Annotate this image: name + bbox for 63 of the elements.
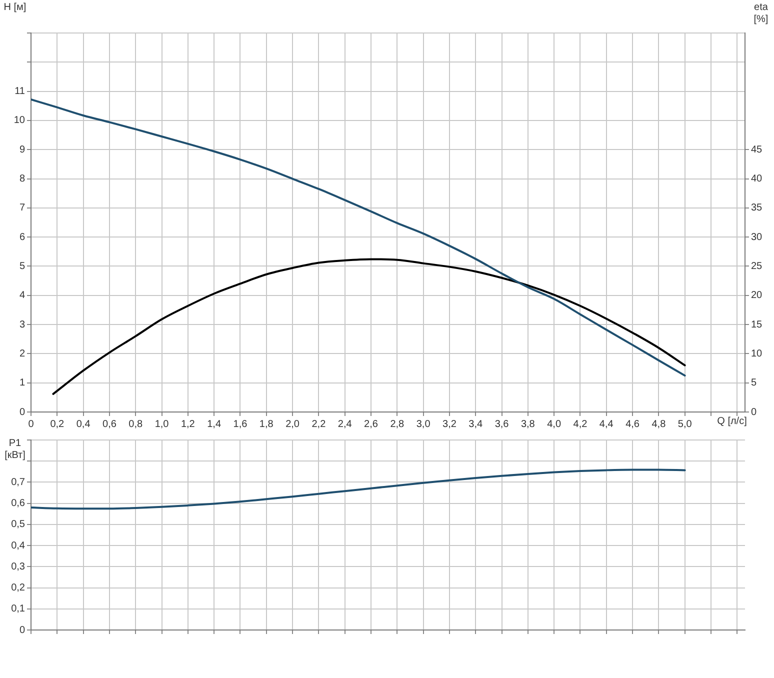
line-series (52, 258, 686, 395)
y2-tick-label: 35 (751, 202, 763, 214)
y2-tick-label: 40 (751, 174, 763, 185)
y-tick-label: 0 (19, 406, 26, 418)
x-tick-label: 4,6 (626, 418, 640, 430)
x-tick-label: 0,2 (50, 418, 65, 430)
y-tick-label: 11 (14, 86, 26, 98)
y-tick-label: 6 (19, 232, 26, 243)
y2-tick-label: 25 (751, 260, 763, 272)
x-tick-label: 1,6 (233, 418, 248, 430)
y-tick-label: 4 (19, 290, 26, 302)
y-tick-label: 0 (19, 624, 26, 636)
x-tick-label: 4,0 (547, 418, 562, 430)
y-tick-label: 8 (19, 174, 26, 185)
x-tick-label: 4,4 (599, 418, 614, 430)
y-tick-label: 5 (19, 260, 26, 272)
y-tick-label: 0,3 (11, 561, 26, 572)
y-tick-label: 10 (14, 115, 26, 126)
x-axis-title: Q [л/с] (717, 416, 747, 428)
x-tick-label: 2,6 (364, 418, 378, 430)
x-tick-label: 3,8 (520, 418, 536, 430)
line-series (31, 98, 686, 377)
x-tick-label: 0 (28, 418, 34, 430)
y-tick-label: 1 (19, 378, 26, 389)
y-tick-label: 0,4 (11, 540, 26, 552)
y-tick-label: 3 (19, 319, 26, 330)
x-tick-label: 1,2 (180, 418, 196, 430)
y2-tick-label: 20 (751, 290, 763, 302)
y-tick-label: 0,5 (11, 519, 26, 530)
x-tick-label: 1,8 (259, 418, 274, 430)
x-tick-label: 2,0 (286, 418, 300, 430)
y2-tick-label: 0 (751, 406, 757, 418)
y-axis-title: P1 [кВт] (4, 438, 26, 462)
x-tick-label: 2,2 (312, 418, 326, 430)
y-tick-label: 2 (19, 348, 26, 360)
x-tick-label: 5,0 (678, 418, 692, 430)
y-tick-label: 7 (19, 202, 26, 214)
x-tick-label: 1,4 (207, 418, 222, 430)
x-tick-label: 3,0 (416, 418, 431, 430)
x-tick-label: 4,2 (573, 418, 588, 430)
y-tick-label: 0,1 (11, 604, 26, 615)
x-tick-label: 2,8 (390, 418, 405, 430)
y2-tick-label: 45 (751, 144, 763, 156)
y-tick-label: 0,6 (11, 498, 26, 510)
x-tick-label: 0,6 (102, 418, 117, 430)
x-tick-label: 4,8 (652, 418, 666, 430)
y-tick-label: 0,7 (11, 476, 26, 488)
x-tick-label: 0,8 (128, 418, 143, 430)
x-tick-label: 3,2 (442, 418, 457, 430)
y2-axis-title: eta [%] (752, 2, 770, 26)
x-tick-label: 3,4 (468, 418, 483, 430)
y2-tick-label: 15 (751, 319, 763, 330)
x-tick-label: 0,4 (76, 418, 91, 430)
y-tick-label: 9 (19, 144, 26, 156)
x-tick-label: 1,0 (154, 418, 170, 430)
y-tick-label: 0,2 (11, 582, 26, 594)
x-tick-label: 2,4 (338, 418, 352, 430)
y2-tick-label: 10 (751, 348, 763, 360)
y-axis-title: H [м] (2, 2, 28, 14)
x-tick-label: 3,6 (494, 418, 510, 430)
y2-tick-label: 30 (751, 232, 763, 243)
line-series (31, 468, 686, 510)
y2-tick-label: 5 (751, 378, 757, 389)
